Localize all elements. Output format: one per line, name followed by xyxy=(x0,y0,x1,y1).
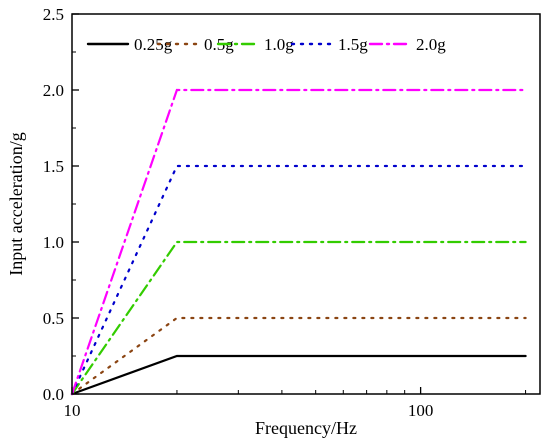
legend-label: 2.0g xyxy=(416,35,446,54)
series-line-0.25g xyxy=(70,354,527,396)
series-lines xyxy=(70,88,527,396)
x-tick-label: 100 xyxy=(408,401,434,420)
series-line-0.5g xyxy=(70,316,527,396)
y-tick-label: 1.0 xyxy=(43,233,64,252)
y-tick-label: 0.0 xyxy=(43,385,64,404)
y-axis-title: Input acceleration/g xyxy=(6,132,26,275)
y-tick-label: 1.5 xyxy=(43,157,64,176)
x-axis-title: Frequency/Hz xyxy=(255,418,357,438)
series-line-1.5g xyxy=(70,164,527,396)
y-tick-label: 0.5 xyxy=(43,309,64,328)
y-tick-label: 2.0 xyxy=(43,81,64,100)
legend-label: 1.5g xyxy=(338,35,368,54)
x-tick-label: 10 xyxy=(64,401,81,420)
legend-label: 0.25g xyxy=(134,35,173,54)
axis-ticks: 0.0 0.5 1.0 1.5 2.0 2.5 10 100 xyxy=(43,5,527,420)
y-tick-label: 2.5 xyxy=(43,5,64,24)
legend-label: 1.0g xyxy=(264,35,294,54)
plot-frame xyxy=(71,13,541,395)
legend: 0.25g 0.5g 1.0g 1.5g 2.0g xyxy=(86,35,446,54)
series-line-1.0g xyxy=(70,240,527,396)
series-line-2.0g xyxy=(70,88,527,396)
